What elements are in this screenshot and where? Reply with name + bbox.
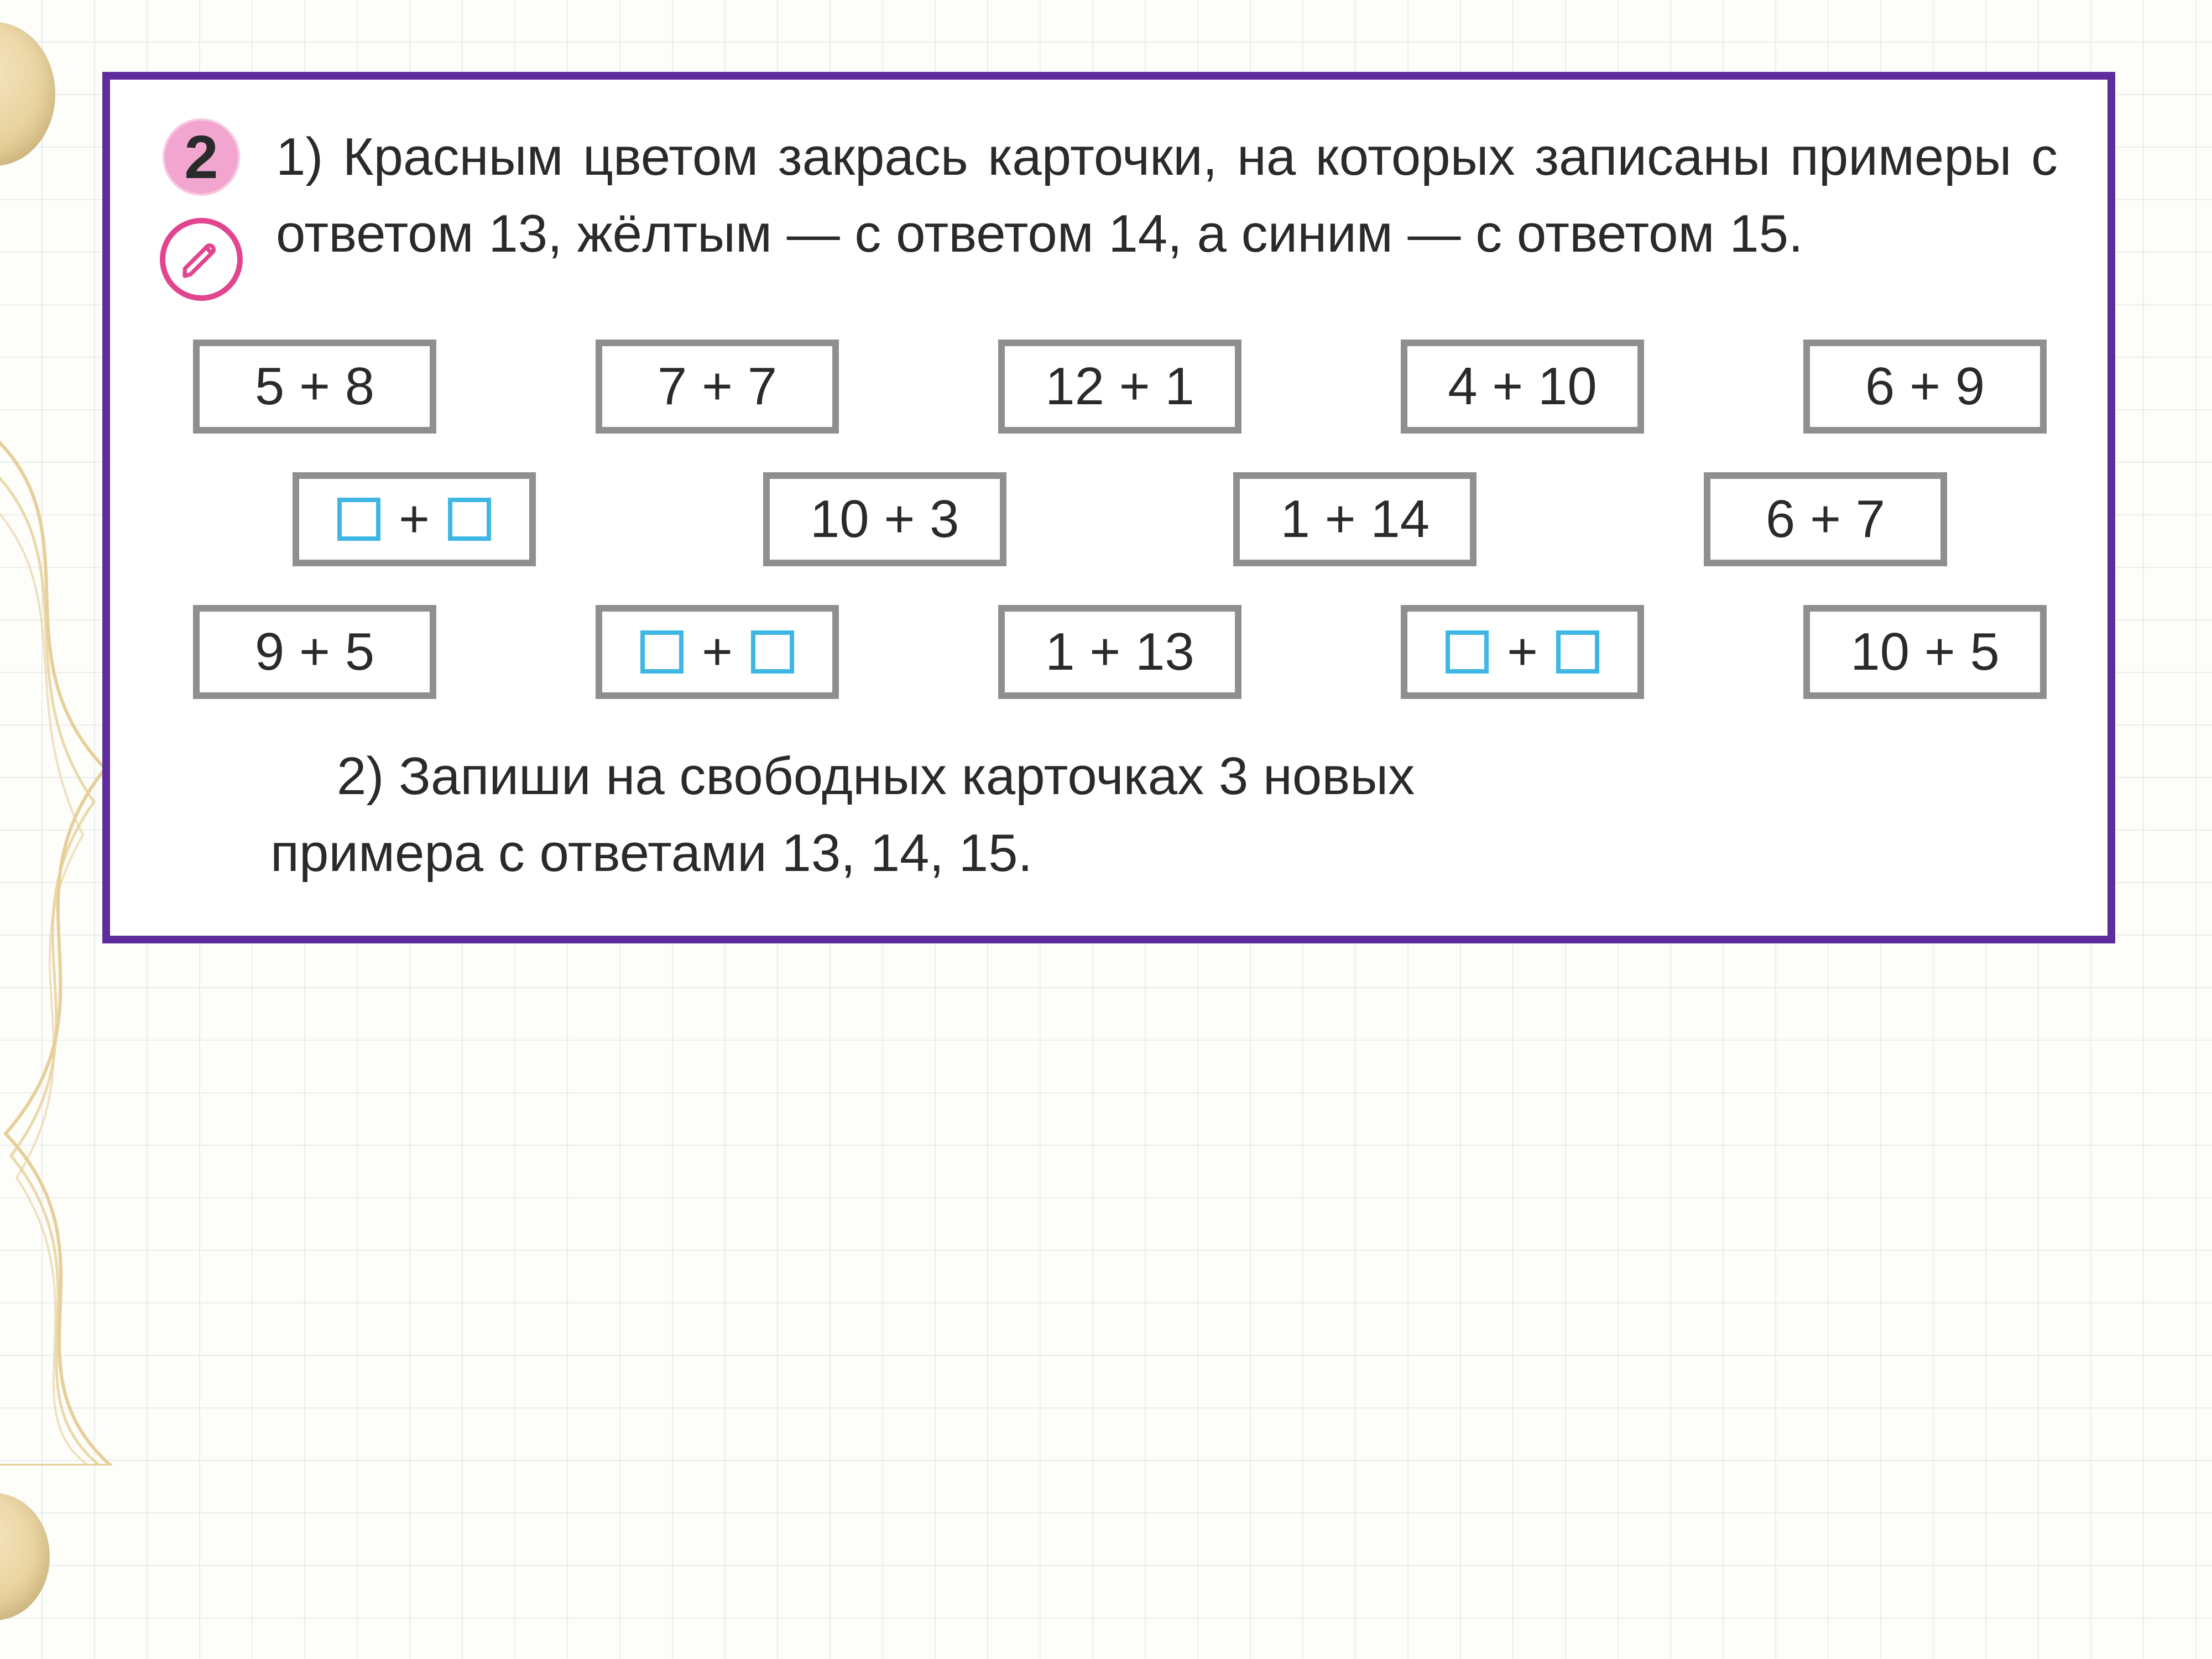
card-row-1: 5 + 8 7 + 7 12 + 1 4 + 10 6 + 9 xyxy=(193,340,2047,434)
exercise-number-badge: 2 xyxy=(163,118,240,196)
cards-block: 5 + 8 7 + 7 12 + 1 4 + 10 6 + 9 + 10 + 3… xyxy=(193,340,2047,699)
card-row-2: + 10 + 3 1 + 14 6 + 7 xyxy=(193,472,2047,566)
math-card[interactable]: 6 + 9 xyxy=(1803,340,2047,434)
math-card[interactable]: 1 + 14 xyxy=(1233,472,1477,566)
math-card[interactable]: 10 + 3 xyxy=(763,472,1006,566)
exercise-frame: 2 1) Красным цветом закрась карточки, на… xyxy=(102,72,2115,943)
math-card[interactable]: 1 + 13 xyxy=(998,605,1241,699)
instruction-part1: 1) Красным цветом закрась карточки, на к… xyxy=(276,118,2058,272)
card-row-3: 9 + 5 + 1 + 13 + 10 + 5 xyxy=(193,605,2047,699)
instruction-part2: 2) Запиши на свободных карточках 3 новых… xyxy=(270,738,2036,891)
math-card[interactable]: 5 + 8 xyxy=(193,340,436,434)
plus-sign: + xyxy=(384,489,444,550)
blank-card[interactable]: + xyxy=(293,472,536,566)
blank-card[interactable]: + xyxy=(596,605,839,699)
math-card[interactable]: 9 + 5 xyxy=(193,605,436,699)
math-card[interactable]: 4 + 10 xyxy=(1401,340,1644,434)
blank-slot[interactable] xyxy=(337,498,380,541)
math-card[interactable]: 6 + 7 xyxy=(1704,472,1947,566)
task-header: 2 1) Красным цветом закрась карточки, на… xyxy=(160,118,2058,301)
math-card[interactable]: 12 + 1 xyxy=(998,340,1241,434)
instruction-part2-line2: примера с ответами 13, 14, 15. xyxy=(270,815,2036,891)
blank-slot[interactable] xyxy=(1446,630,1489,674)
instruction-part2-line1: 2) Запиши на свободных карточках 3 новых xyxy=(270,738,2036,815)
blank-slot[interactable] xyxy=(640,630,684,674)
blank-slot[interactable] xyxy=(448,498,491,541)
blank-slot[interactable] xyxy=(1556,630,1599,674)
math-card[interactable]: 10 + 5 xyxy=(1803,605,2047,699)
math-card[interactable]: 7 + 7 xyxy=(596,340,839,434)
plus-sign: + xyxy=(687,622,747,682)
plus-sign: + xyxy=(1492,622,1552,682)
blank-slot[interactable] xyxy=(751,630,794,674)
blank-card[interactable]: + xyxy=(1401,605,1644,699)
pencil-icon xyxy=(160,218,243,301)
exercise-markers: 2 xyxy=(160,118,243,301)
exercise-number: 2 xyxy=(184,122,218,192)
